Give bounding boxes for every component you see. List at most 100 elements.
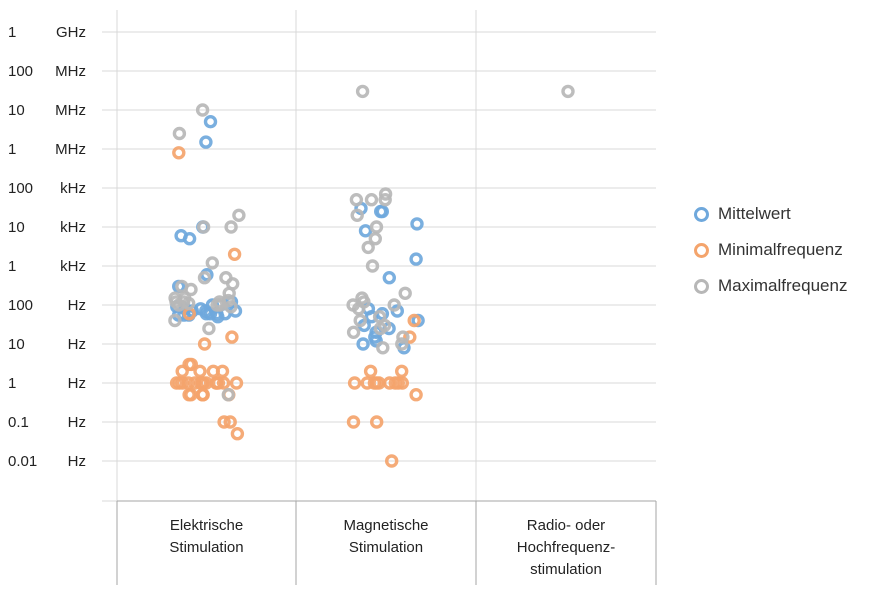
point-minimalfrequenz-4 [197,337,212,351]
point-maximalfrequenz-23 [202,321,216,336]
point-maximalfrequenz-49 [368,231,382,246]
y-tick-value-6: 1 [8,258,16,275]
point-mittelwert-38 [356,337,370,351]
y-tick-unit-10: Hz [68,414,86,431]
category-label-2-2: stimulation [530,561,602,578]
point-maximalfrequenz-35 [398,286,412,300]
point-maximalfrequenz-1 [172,126,187,141]
point-maximalfrequenz-40 [352,302,366,316]
y-tick-unit-0: GHz [56,24,86,41]
point-maximalfrequenz-47 [376,341,390,355]
y-tick-value-9: 1 [8,375,16,392]
point-minimalfrequenz-45 [395,364,409,378]
point-maximalfrequenz-31 [350,208,364,223]
point-maximalfrequenz-44 [373,321,388,336]
y-tick-unit-5: kHz [60,219,86,236]
y-tick-unit-6: kHz [60,258,86,275]
y-tick-value-0: 1 [8,24,16,41]
legend-label: Mittelwert [718,204,791,223]
category-label-1-1: Stimulation [349,539,423,556]
legend: Mittelwert Minimalfrequenz Maximalfrequenz [694,196,847,304]
legend-label: Maximalfrequenz [718,276,848,295]
point-maximalfrequenz-6 [197,271,212,285]
point-maximalfrequenz-29 [364,192,379,207]
y-tick-value-1: 100 [8,63,33,80]
y-axis-tick-labels: 1 GHz 100 MHz 10 MHz 1 MHz 100 kHz 10 kHz 1 kHz 100 Hz 1… [8,24,86,470]
y-tick-value-8: 10 [8,336,25,353]
legend-marker-icon [694,206,709,222]
data-points [168,84,575,468]
legend-item-minimalfrequenz: Minimalfrequenz [694,232,847,268]
point-minimalfrequenz-48 [346,415,361,429]
point-minimalfrequenz-3 [225,330,239,344]
point-minimalfrequenz-29 [175,364,189,378]
point-minimalfrequenz-32 [223,415,237,429]
point-maximalfrequenz-42 [353,313,367,328]
point-minimalfrequenz-7 [193,364,207,378]
y-tick-unit-1: MHz [55,63,86,80]
point-mittelwert-28 [374,204,388,219]
y-tick-unit-4: kHz [60,180,86,197]
point-maximalfrequenz-3 [196,220,211,234]
point-minimalfrequenz-34 [407,313,421,328]
point-maximalfrequenz-25 [222,286,236,300]
point-minimalfrequenz-28 [215,364,230,378]
point-minimalfrequenz-33 [230,427,245,441]
y-tick-value-3: 1 [8,141,16,158]
y-tick-unit-8: Hz [68,336,86,353]
point-minimalfrequenz-21 [199,376,213,390]
point-maximalfrequenz-34 [365,259,380,273]
y-tick-value-11: 0.01 [8,453,37,470]
point-maximalfrequenz-48 [395,337,409,351]
legend-marker-icon [694,278,709,294]
y-tick-value-10: 0.1 [8,414,29,431]
y-tick-value-4: 100 [8,180,33,197]
point-maximalfrequenz-2 [232,208,246,223]
point-minimalfrequenz-18 [229,376,244,390]
point-maximalfrequenz-24 [221,388,236,402]
point-mittelwert-0 [199,135,213,149]
point-maximalfrequenz-30 [378,192,392,207]
point-minimalfrequenz-47 [409,388,423,402]
point-minimalfrequenz-39 [347,376,362,390]
point-maximalfrequenz-27 [378,187,393,201]
y-tick-unit-3: MHz [55,141,86,158]
point-maximalfrequenz-33 [361,240,375,255]
category-label-0-0: Elektrische [170,517,243,534]
point-minimalfrequenz-30 [184,357,199,372]
point-maximalfrequenz-5 [205,256,220,270]
point-mittelwert-3 [182,231,197,246]
point-maximalfrequenz-0 [195,103,210,117]
category-label-1-0: Magnetische [343,517,428,534]
point-maximalfrequenz-28 [349,192,364,207]
point-mittelwert-27 [358,224,373,238]
grid-lines [102,10,657,585]
point-maximalfrequenz-26 [355,84,370,99]
point-maximalfrequenz-50 [561,84,575,99]
point-minimalfrequenz-8 [216,376,231,390]
legend-label: Minimalfrequenz [718,240,843,259]
y-tick-value-5: 10 [8,219,25,236]
y-tick-unit-7: Hz [68,297,86,314]
legend-marker-icon [694,242,709,258]
point-minimalfrequenz-42 [360,376,374,390]
point-minimalfrequenz-0 [172,146,186,160]
point-minimalfrequenz-35 [403,330,417,344]
point-maximalfrequenz-10 [184,282,198,297]
point-maximalfrequenz-39 [387,298,401,312]
point-minimalfrequenz-31 [217,415,231,429]
point-minimalfrequenz-27 [182,388,196,402]
y-tick-value-2: 10 [8,102,25,119]
point-mittelwert-1 [203,114,218,129]
point-minimalfrequenz-25 [195,388,210,402]
point-maximalfrequenz-18 [221,293,236,308]
y-tick-unit-2: MHz [55,102,86,119]
point-maximalfrequenz-22 [168,313,182,328]
point-minimalfrequenz-46 [363,364,378,378]
point-minimalfrequenz-43 [372,376,386,390]
legend-item-maximalfrequenz: Maximalfrequenz [694,268,847,304]
point-mittelwert-19 [198,304,213,318]
y-tick-unit-11: Hz [68,453,86,470]
category-label-0-1: Stimulation [169,539,243,556]
